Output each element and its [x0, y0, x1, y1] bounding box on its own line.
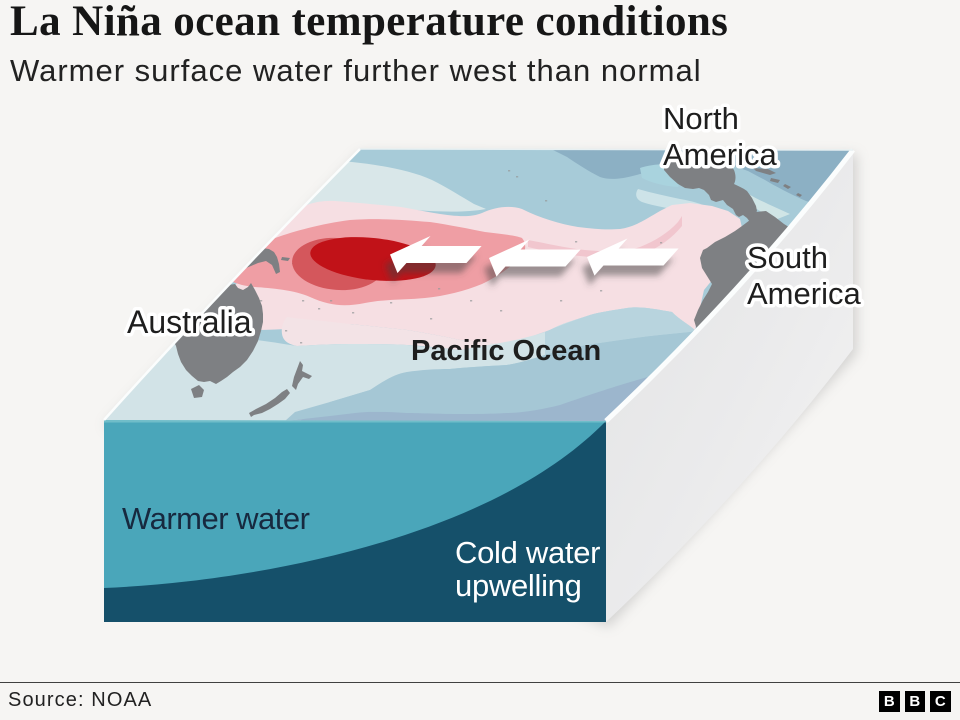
svg-text:Cold water: Cold water [455, 535, 600, 570]
svg-text:North: North [663, 101, 739, 136]
svg-text:upwelling: upwelling [455, 568, 582, 603]
svg-text:America: America [747, 276, 861, 311]
svg-text:Warmer water: Warmer water [122, 501, 310, 536]
svg-text:South: South [747, 240, 828, 275]
svg-text:Pacific Ocean: Pacific Ocean [411, 335, 601, 367]
svg-text:America: America [663, 137, 777, 172]
svg-text:Australia: Australia [127, 304, 252, 340]
